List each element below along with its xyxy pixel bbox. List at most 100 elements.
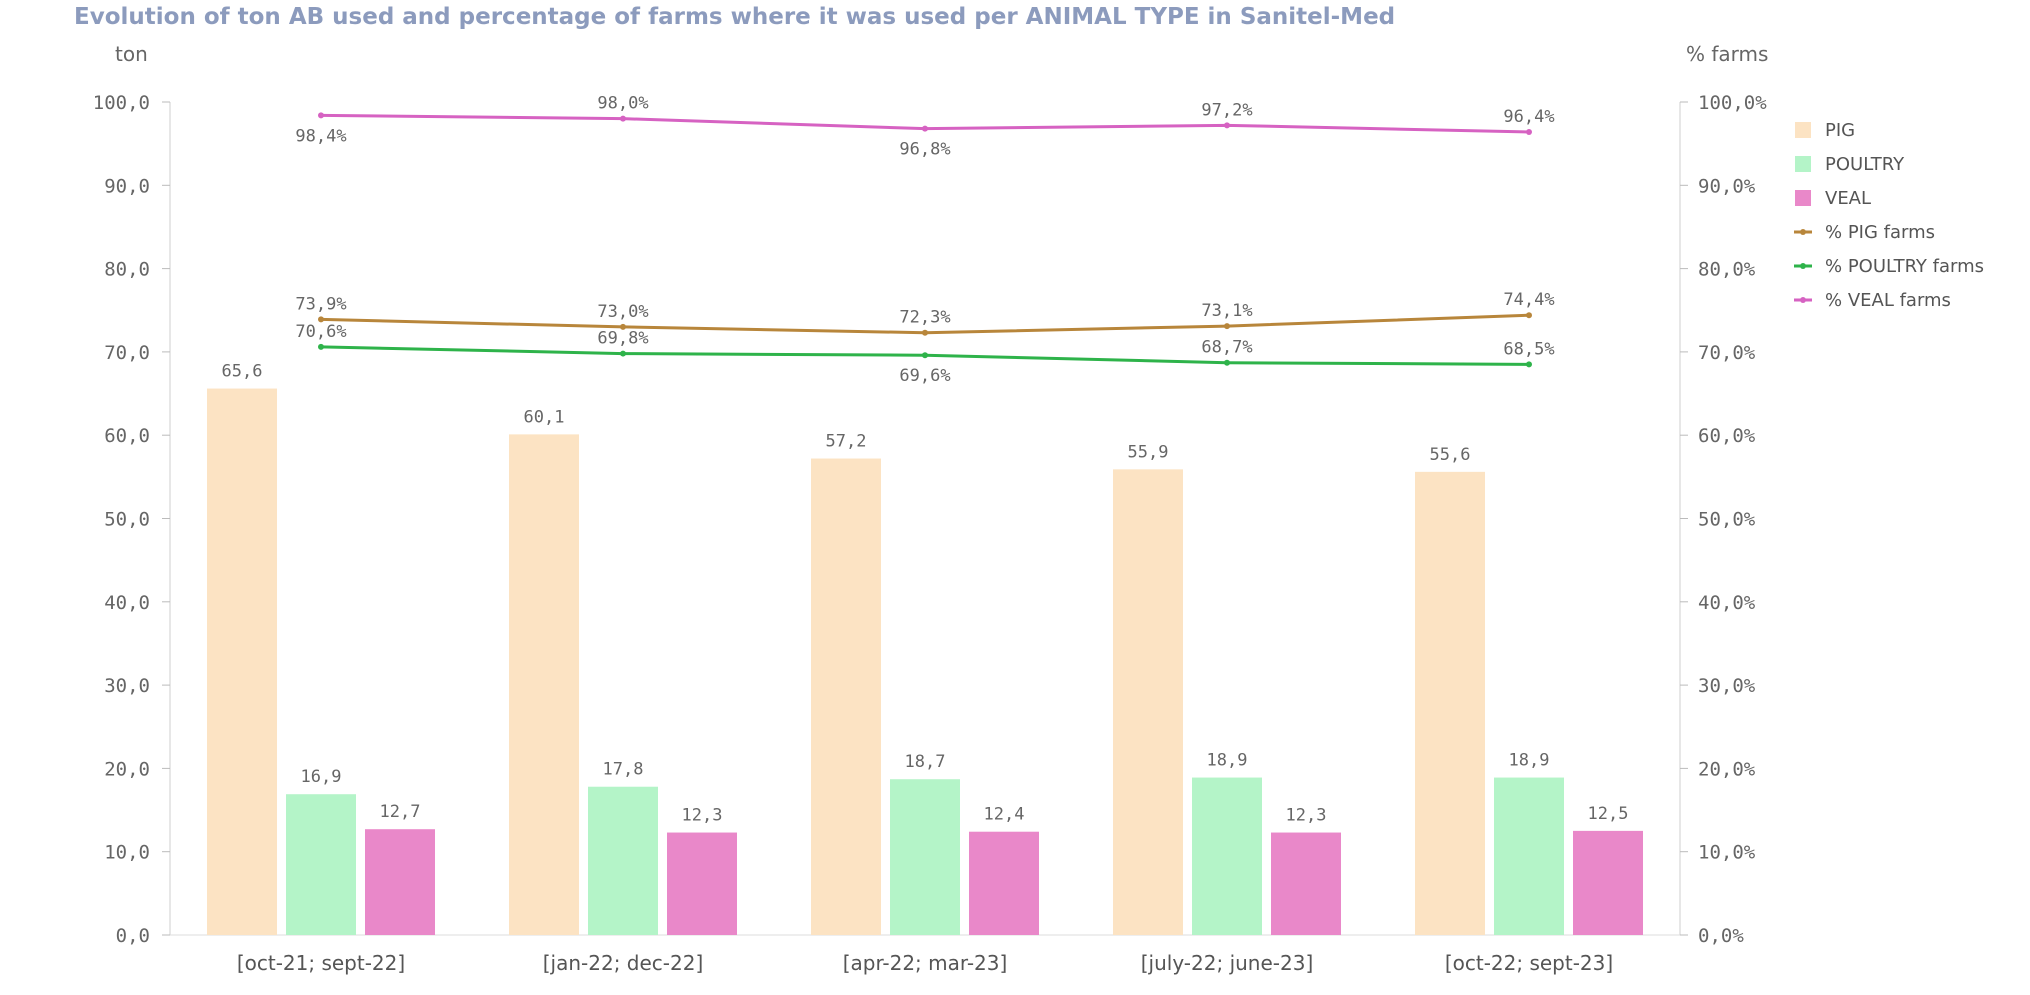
y2-tick-label: 10,0% (1698, 842, 1756, 864)
y-tick-label: 0,0 (116, 925, 150, 947)
line-value-label: 98,0% (597, 94, 648, 114)
bar (509, 434, 579, 935)
legend-swatch (1795, 156, 1811, 172)
bar-value-label: 12,3 (682, 806, 723, 826)
y-axis-title: ton (115, 42, 148, 66)
y2-tick-label: 30,0% (1698, 675, 1756, 697)
line-point (922, 125, 928, 132)
bar-value-label: 55,9 (1128, 442, 1169, 462)
legend-label: % POULTRY farms (1825, 256, 1984, 277)
line-point (620, 323, 626, 330)
legend-swatch (1795, 190, 1811, 206)
line-point (620, 350, 626, 357)
y2-tick-label: 60,0% (1698, 425, 1756, 447)
line-point (1224, 359, 1230, 366)
y-tick-label: 70,0 (104, 342, 150, 364)
bar (890, 779, 960, 935)
y2-axis-title: % farms (1686, 42, 1768, 66)
bars (207, 388, 1643, 935)
x-tick-label: [oct-21; sept-22] (237, 951, 405, 975)
legend-label: PIG (1825, 120, 1855, 141)
bar (1113, 469, 1183, 935)
bar (1494, 777, 1564, 935)
y2-tick-label: 100,0% (1698, 92, 1767, 114)
legend-label: % PIG farms (1825, 222, 1935, 243)
x-tick-label: [july-22; june-23] (1141, 951, 1314, 975)
line-value-label: 73,0% (597, 302, 648, 322)
line-value-label: 72,3% (899, 308, 950, 328)
line-point (318, 316, 324, 323)
legend-label: VEAL (1825, 188, 1871, 209)
line-point (1526, 128, 1532, 135)
legend-swatch (1795, 122, 1811, 138)
lines (318, 112, 1532, 368)
x-tick-label: [apr-22; mar-23] (843, 951, 1008, 975)
bar (969, 831, 1039, 935)
line-value-label: 68,7% (1201, 338, 1252, 358)
x-tick-label: [jan-22; dec-22] (543, 951, 704, 975)
y2-tick-label: 0,0% (1698, 925, 1744, 947)
legend-line-marker (1800, 297, 1806, 303)
line-value-label: 69,8% (597, 329, 648, 349)
line-value-label: 73,1% (1201, 301, 1252, 321)
y2-tick-label: 80,0% (1698, 259, 1756, 281)
line-point (1526, 361, 1532, 368)
line-value-label: 74,4% (1503, 290, 1554, 310)
y-tick-label: 90,0 (104, 175, 150, 197)
y-tick-label: 80,0 (104, 259, 150, 281)
bar (365, 829, 435, 935)
bar-value-label: 57,2 (826, 432, 867, 452)
y-tick-label: 60,0 (104, 425, 150, 447)
y-tick-label: 10,0 (104, 842, 150, 864)
line-point (318, 112, 324, 119)
line-point (922, 352, 928, 359)
bar-value-label: 12,5 (1588, 804, 1629, 824)
y2-tick-label: 20,0% (1698, 758, 1756, 780)
y2-tick-label: 40,0% (1698, 592, 1756, 614)
legend-line-marker (1800, 263, 1806, 269)
bar (811, 458, 881, 935)
y-tick-label: 50,0 (104, 509, 150, 531)
legend: PIG POULTRY VEAL % PIG farms % POULTRY farms… (1794, 120, 1984, 311)
chart-title: Evolution of ton AB used and percentage … (74, 4, 1396, 30)
bar-value-label: 12,4 (984, 805, 1025, 825)
bar-value-label: 60,1 (524, 407, 565, 427)
bar-value-label: 18,9 (1509, 751, 1550, 771)
legend-label: % VEAL farms (1825, 290, 1951, 311)
legend-line-marker (1800, 229, 1806, 235)
bar (588, 786, 658, 935)
bar (1271, 832, 1341, 935)
bar (207, 388, 277, 935)
bar-value-label: 18,9 (1207, 751, 1248, 771)
line-point (318, 343, 324, 350)
bar (1415, 471, 1485, 935)
y-tick-label: 100,0 (93, 92, 150, 114)
line-value-label: 69,6% (899, 366, 950, 386)
bar (1192, 777, 1262, 935)
bar-value-label: 17,8 (603, 760, 644, 780)
y2-tick-label: 50,0% (1698, 509, 1756, 531)
line-point (1224, 122, 1230, 129)
bar-value-label: 12,7 (380, 802, 421, 822)
line-value-label: 96,4% (1503, 107, 1554, 127)
line-point (1526, 312, 1532, 319)
y-tick-label: 40,0 (104, 592, 150, 614)
bar (667, 832, 737, 935)
line-point (1224, 323, 1230, 330)
data-labels: 65,6 60,1 57,2 55,9 55,6 16,9 17,8 18,7 18,9 18,9… (222, 94, 1629, 826)
line-point (620, 115, 626, 122)
y2-tick-label: 70,0% (1698, 342, 1756, 364)
bar-value-label: 55,6 (1430, 445, 1471, 465)
line-value-label: 68,5% (1503, 339, 1554, 359)
bar-value-label: 18,7 (905, 752, 946, 772)
line-value-label: 97,2% (1201, 100, 1252, 120)
y-tick-label: 20,0 (104, 758, 150, 780)
line-value-label: 73,9% (295, 294, 346, 314)
line-value-label: 70,6% (295, 322, 346, 342)
bar-value-label: 12,3 (1286, 806, 1327, 826)
line-value-label: 98,4% (295, 126, 346, 146)
legend-label: POULTRY (1825, 154, 1905, 175)
bar-value-label: 65,6 (222, 362, 263, 382)
y2-tick-label: 90,0% (1698, 175, 1756, 197)
